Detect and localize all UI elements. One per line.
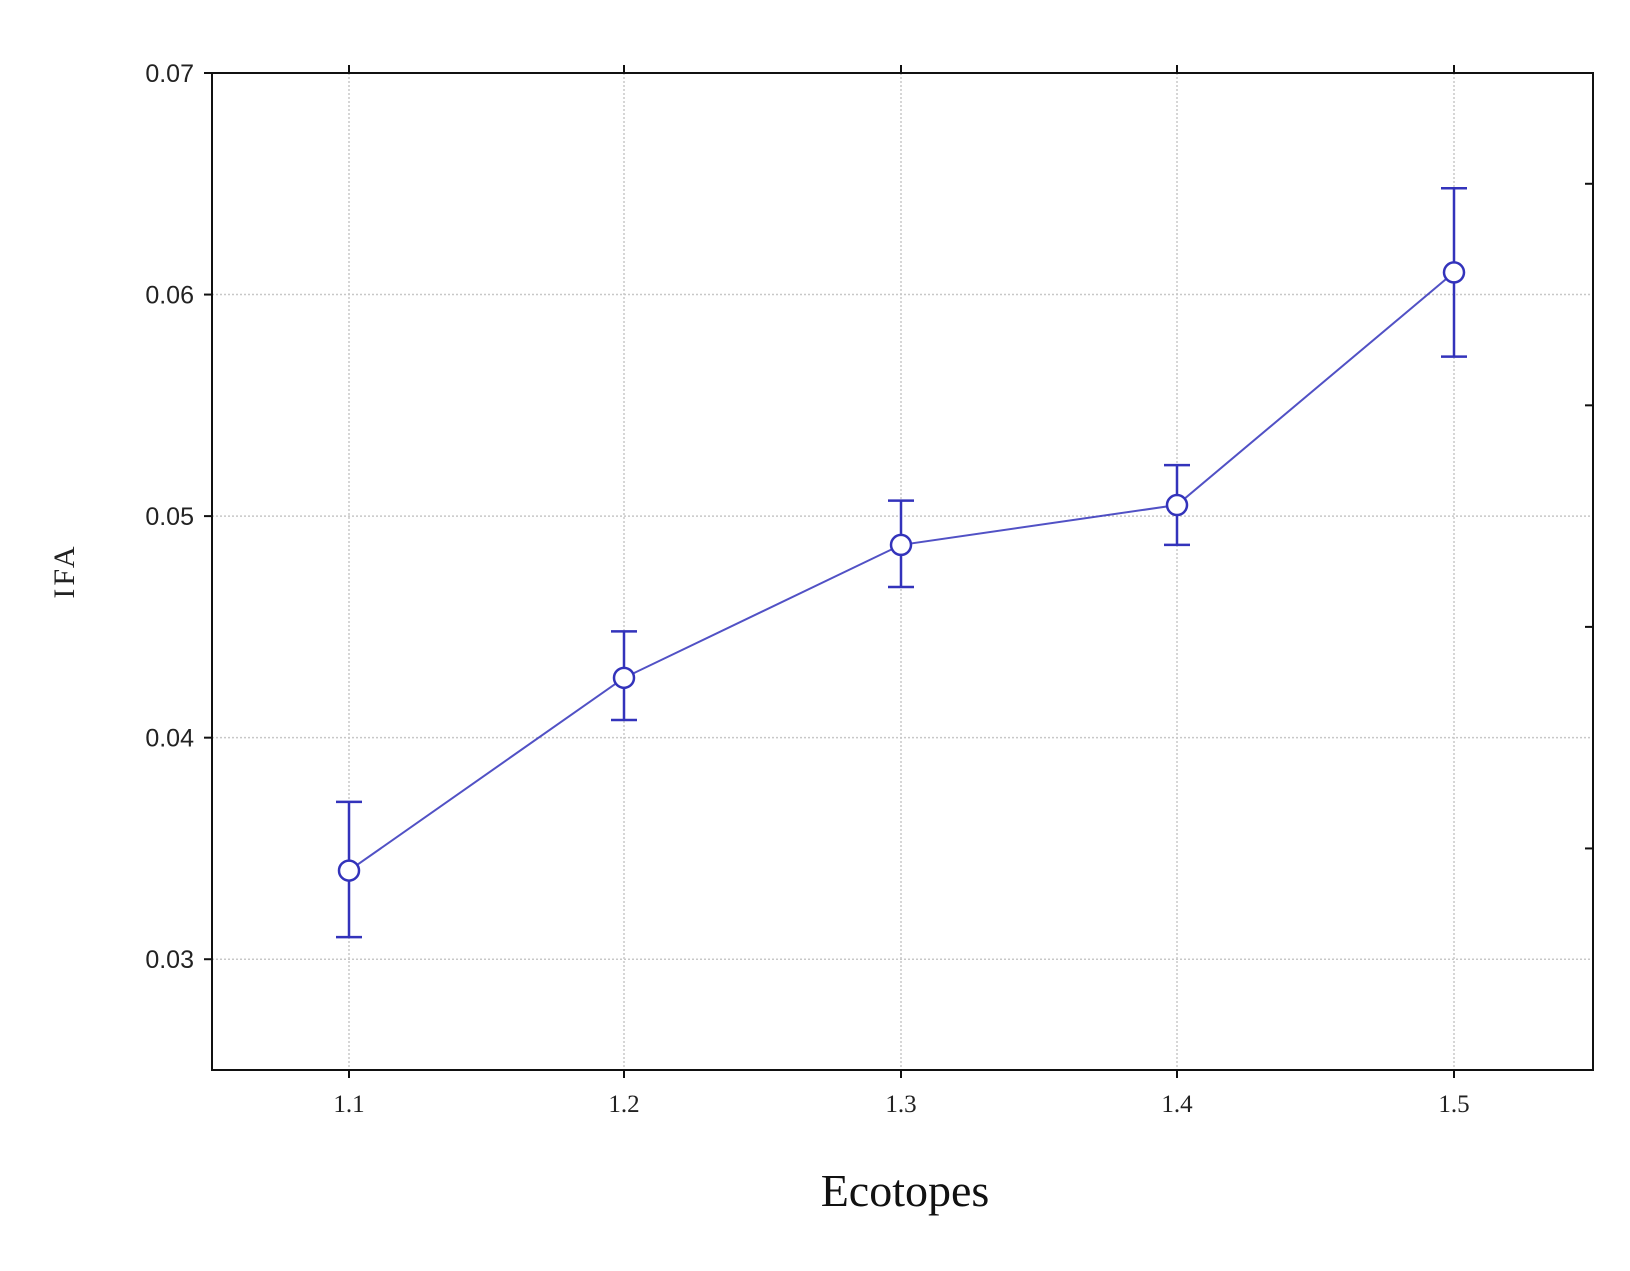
y-tick-label: 0.03 bbox=[145, 946, 194, 974]
x-tick-label: 1.2 bbox=[608, 1091, 639, 1118]
x-axis-label: Ecotopes bbox=[821, 1165, 990, 1216]
x-tick-labels: 1.1 1.2 1.3 1.4 1.5 bbox=[333, 1091, 1469, 1118]
y-tick-label: 0.05 bbox=[145, 503, 194, 531]
data-point bbox=[889, 533, 913, 557]
x-tick-label: 1.3 bbox=[885, 1091, 916, 1118]
data-point bbox=[612, 666, 636, 690]
x-tick-label: 1.1 bbox=[333, 1091, 364, 1118]
plot-frame bbox=[211, 72, 1594, 1071]
y-tick-labels: 0.03 0.04 0.05 0.06 0.07 bbox=[145, 60, 194, 974]
y-tick-label: 0.07 bbox=[145, 60, 194, 88]
data-point bbox=[1442, 261, 1466, 284]
y-tick-label: 0.06 bbox=[145, 282, 194, 310]
y-axis-label: IFA bbox=[48, 543, 81, 598]
tick-marks bbox=[204, 65, 1593, 1078]
y-tick-label: 0.04 bbox=[145, 725, 194, 753]
x-tick-label: 1.4 bbox=[1161, 1091, 1193, 1118]
series-1 bbox=[336, 186, 1467, 939]
x-tick-label: 1.5 bbox=[1438, 1091, 1469, 1118]
grid-lines bbox=[212, 73, 1593, 1070]
data-point bbox=[1165, 493, 1189, 517]
data-point bbox=[337, 859, 361, 882]
